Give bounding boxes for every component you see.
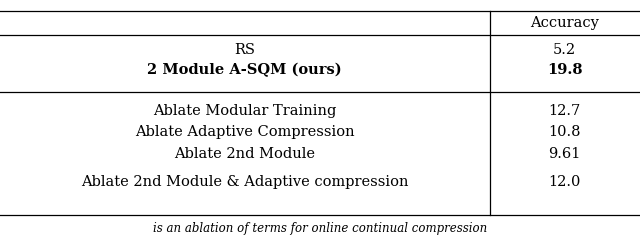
Text: 10.8: 10.8 bbox=[548, 125, 581, 139]
Text: Accuracy: Accuracy bbox=[531, 16, 599, 30]
Text: Ablate 2nd Module & Adaptive compression: Ablate 2nd Module & Adaptive compression bbox=[81, 175, 408, 189]
Text: RS: RS bbox=[234, 43, 255, 57]
Text: 2 Module A-SQM (ours): 2 Module A-SQM (ours) bbox=[147, 63, 342, 77]
Text: Ablate 2nd Module: Ablate 2nd Module bbox=[174, 147, 316, 160]
Text: 12.7: 12.7 bbox=[548, 104, 581, 118]
Text: 12.0: 12.0 bbox=[548, 175, 581, 189]
Text: 19.8: 19.8 bbox=[547, 63, 582, 77]
Text: 5.2: 5.2 bbox=[553, 43, 577, 57]
Text: 9.61: 9.61 bbox=[548, 147, 581, 160]
Text: Ablate Modular Training: Ablate Modular Training bbox=[153, 104, 337, 118]
Text: is an ablation of terms for online continual compression: is an ablation of terms for online conti… bbox=[153, 222, 487, 235]
Text: Ablate Adaptive Compression: Ablate Adaptive Compression bbox=[135, 125, 355, 139]
